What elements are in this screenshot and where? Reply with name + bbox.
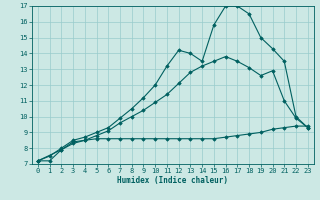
X-axis label: Humidex (Indice chaleur): Humidex (Indice chaleur) xyxy=(117,176,228,185)
